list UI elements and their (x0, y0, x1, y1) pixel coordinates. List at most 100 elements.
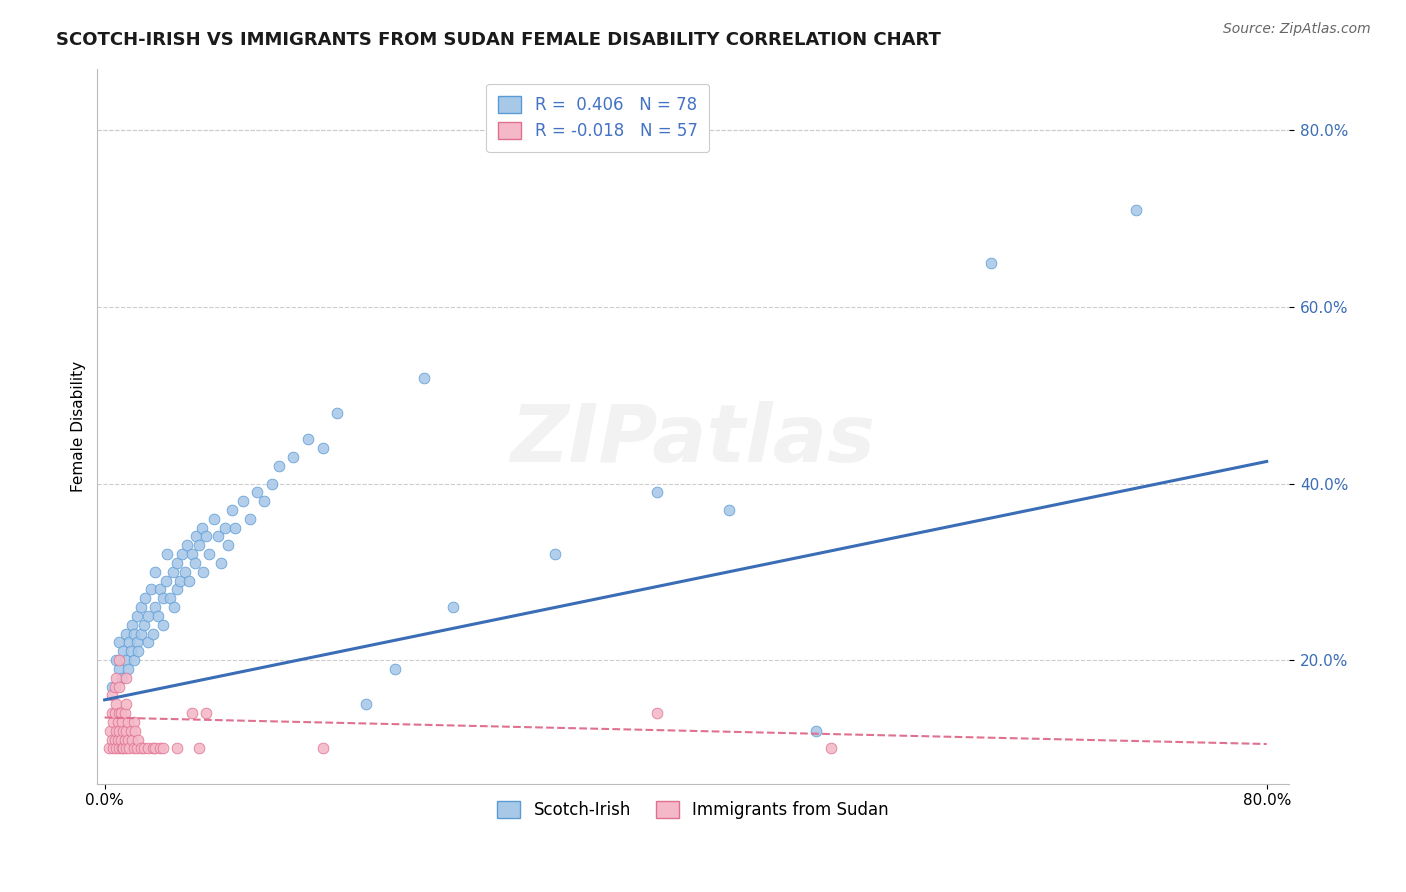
Point (152, 617, 174, 632)
Point (107, 714, 129, 729)
Point (145, 741, 167, 756)
Point (108, 706, 131, 720)
Point (115, 671, 138, 685)
Point (125, 609, 148, 624)
Point (129, 741, 152, 756)
Point (105, 653, 128, 667)
Point (283, 450, 305, 464)
Point (132, 617, 155, 632)
Point (112, 644, 135, 658)
Point (103, 741, 125, 756)
Point (148, 609, 170, 624)
Point (111, 714, 134, 729)
Y-axis label: Female Disability: Female Disability (72, 360, 86, 491)
Point (114, 732, 136, 747)
Point (129, 600, 152, 615)
Point (163, 600, 186, 615)
Point (110, 706, 132, 720)
Legend: Scotch-Irish, Immigrants from Sudan: Scotch-Irish, Immigrants from Sudan (491, 794, 896, 825)
Point (104, 706, 127, 720)
Point (183, 556, 205, 570)
Point (176, 538, 198, 552)
Point (544, 547, 567, 561)
Point (820, 741, 842, 756)
Point (645, 706, 668, 720)
Point (413, 370, 436, 384)
Point (98, 741, 121, 756)
Point (384, 662, 406, 676)
Point (136, 635, 159, 649)
Point (103, 714, 125, 729)
Point (166, 556, 188, 570)
Point (115, 626, 138, 640)
Point (112, 741, 135, 756)
Point (114, 706, 136, 720)
Point (326, 406, 349, 420)
Point (441, 600, 464, 615)
Point (188, 538, 211, 552)
Point (120, 644, 142, 658)
Point (645, 485, 668, 500)
Point (980, 256, 1002, 270)
Point (142, 741, 165, 756)
Point (104, 680, 127, 694)
Point (101, 706, 124, 720)
Point (177, 574, 200, 588)
Point (105, 671, 128, 685)
Point (112, 723, 135, 738)
Point (149, 582, 172, 597)
Point (125, 741, 148, 756)
Point (124, 723, 146, 738)
Point (118, 741, 141, 756)
Point (311, 441, 333, 455)
Point (127, 732, 149, 747)
Point (120, 723, 142, 738)
Point (180, 547, 202, 561)
Point (169, 574, 191, 588)
Point (173, 565, 195, 579)
Point (184, 529, 207, 543)
Point (253, 494, 276, 508)
Point (117, 662, 139, 676)
Point (232, 494, 254, 508)
Point (297, 433, 319, 447)
Point (108, 635, 131, 649)
Point (145, 565, 167, 579)
Point (118, 635, 141, 649)
Point (121, 617, 143, 632)
Point (122, 626, 145, 640)
Point (166, 741, 188, 756)
Point (159, 591, 181, 606)
Point (149, 741, 172, 756)
Point (125, 635, 148, 649)
Point (195, 706, 218, 720)
Point (139, 582, 162, 597)
Point (214, 521, 236, 535)
Point (105, 698, 128, 712)
Point (108, 662, 131, 676)
Point (108, 741, 131, 756)
Point (246, 485, 269, 500)
Point (122, 653, 145, 667)
Point (806, 723, 828, 738)
Point (311, 741, 333, 756)
Point (217, 538, 239, 552)
Point (166, 582, 188, 597)
Point (718, 503, 741, 517)
Point (260, 476, 283, 491)
Point (100, 723, 122, 738)
Point (108, 653, 131, 667)
Point (188, 741, 211, 756)
Point (170, 547, 193, 561)
Point (110, 732, 132, 747)
Point (121, 732, 143, 747)
Point (195, 529, 218, 543)
Point (104, 732, 127, 747)
Text: ZIPatlas: ZIPatlas (510, 401, 876, 479)
Point (101, 732, 124, 747)
Point (122, 741, 145, 756)
Point (115, 741, 138, 756)
Point (354, 698, 377, 712)
Point (108, 680, 131, 694)
Point (115, 653, 138, 667)
